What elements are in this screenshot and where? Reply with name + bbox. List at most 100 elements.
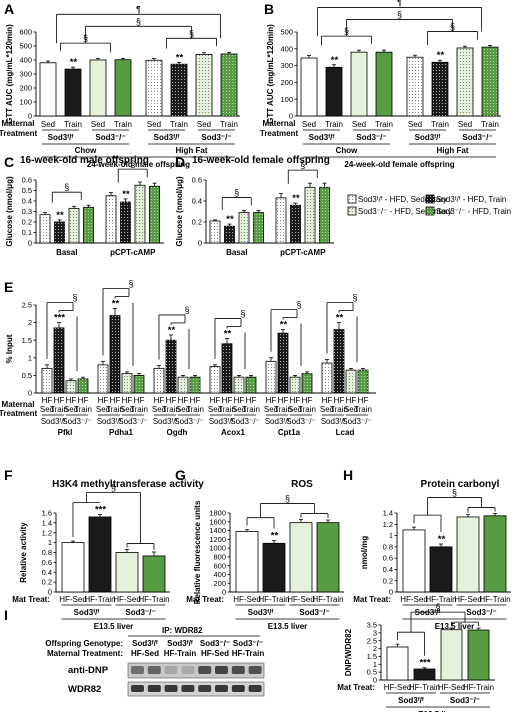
diet-label: HF: [302, 396, 313, 405]
category-label: HF-Sed: [113, 595, 141, 604]
chart-title: 24-week-old female offspring: [344, 160, 454, 169]
treatment-label: Train: [114, 120, 132, 129]
section-symbol: §: [285, 494, 290, 504]
bar: [467, 629, 490, 681]
bar: [483, 515, 507, 593]
y-tick-label: 400: [280, 44, 293, 53]
significance-stars: **: [331, 55, 339, 66]
y-axis-label: Glucose (nmol/μg): [5, 176, 14, 247]
diet-label: High Fat: [176, 146, 208, 155]
gene-label: Pfkl: [58, 428, 73, 437]
y-tick-label: 1.2: [42, 528, 52, 537]
bar-texture: [222, 343, 232, 393]
y-tick-label: 800: [213, 552, 226, 561]
genotype-label: Sod3⁻/⁻: [233, 639, 263, 648]
bar-texture: [120, 202, 131, 243]
y-tick-label: 1: [373, 660, 377, 669]
bar-texture: [78, 378, 88, 393]
diet-label: HF: [42, 396, 53, 405]
bar-texture: [221, 53, 237, 116]
genotype-label: Sod3⁻/⁻: [299, 608, 329, 617]
treatment-label: Sed: [208, 405, 222, 414]
section-symbol: §: [296, 300, 301, 310]
treatment-label: Sed: [320, 405, 334, 414]
significance-stars: **: [122, 189, 130, 200]
genotype-label: Sod3ᶠ/ᶠ: [74, 608, 100, 617]
row-label: Mat Treat:: [337, 683, 375, 692]
blot-band: [198, 666, 212, 674]
treatment-label: Train: [274, 405, 292, 414]
chart-title: ROS: [291, 479, 313, 490]
bar: [235, 531, 259, 593]
blot-band: [131, 666, 144, 674]
treatment-label: Sed: [352, 120, 366, 129]
genotype-label: Sod3ᶠ/ᶠ: [97, 417, 122, 426]
y-tick-label: 0.6: [42, 558, 52, 567]
blot-band: [181, 666, 195, 674]
bar: [115, 552, 139, 593]
bar-texture: [40, 214, 50, 243]
category-label: HF-Sed: [287, 595, 315, 604]
blot-band: [147, 666, 161, 674]
row-label: Maternal: [263, 119, 296, 128]
diet-label: HF: [166, 396, 177, 405]
category-label: HF-Train: [312, 595, 343, 604]
section-symbol: §: [136, 16, 141, 26]
genotype-label: Sod3⁻/⁻: [201, 133, 231, 142]
significance-stars: **: [336, 313, 344, 324]
y-tick-label: 0.2: [22, 218, 32, 227]
section-symbol: ¶: [397, 0, 402, 7]
y-axis-label: Glucose (nmol/μg): [175, 176, 184, 247]
blot-strip-wdr82: [127, 681, 265, 697]
category-label: HF-Train: [138, 595, 169, 604]
genotype-label: Sod3⁻/⁻: [342, 417, 371, 426]
y-tick-label: 0.5: [22, 186, 32, 195]
y-tick-label: 0: [198, 239, 202, 248]
y-tick-label: 1800: [209, 509, 226, 518]
bar-texture: [358, 370, 368, 393]
blot-band: [231, 685, 245, 692]
category-label: HF-Train: [425, 595, 456, 604]
bar-texture: [276, 197, 286, 243]
bar-texture: [305, 187, 315, 243]
treatment-label: Sed: [264, 405, 278, 414]
panel-label-f: F: [4, 467, 13, 483]
bar-texture: [171, 64, 187, 116]
genotype-label: Sod3ᶠ/ᶠ: [48, 133, 74, 142]
treatment-label: Sed: [152, 405, 166, 414]
bar-texture: [135, 185, 145, 243]
genotype-label: Sod3ᶠ/ᶠ: [415, 133, 441, 142]
row-label: Maternal Treatment:: [47, 649, 123, 658]
row-label: Maternal: [2, 119, 35, 128]
genotype-label: Sod3ᶠ/ᶠ: [153, 417, 178, 426]
legend-label: Sod3ᶠ/ᶠ - HFD, Sedentary: [358, 195, 447, 204]
diet-label: HF: [154, 396, 165, 405]
y-tick-label: 0.8: [383, 542, 393, 551]
y-tick-label: 1600: [209, 517, 226, 526]
bar-texture: [190, 377, 200, 393]
treatment-label: Sed: [344, 405, 358, 414]
bar-texture: [210, 220, 220, 243]
category-label: HF-Sed: [454, 595, 482, 604]
blot-band: [147, 685, 161, 692]
significance-stars: **: [226, 214, 234, 225]
blot-band: [198, 685, 212, 692]
genotype-label: Sod3⁻/⁻: [466, 608, 496, 617]
y-axis-label: Relative activity: [19, 522, 28, 583]
y-tick-label: 0.2: [383, 576, 393, 585]
section-symbol: §: [111, 482, 116, 492]
bar: [61, 542, 85, 593]
diet-label: HF: [346, 396, 357, 405]
bar: [39, 62, 57, 117]
bar: [456, 516, 480, 593]
diet-label: HF: [134, 396, 145, 405]
y-tick-label: 0: [28, 239, 32, 248]
treatment-label: Train: [106, 405, 124, 414]
genotype-label: Sod3ᶠ/ᶠ: [209, 417, 234, 426]
bar-texture: [110, 315, 120, 393]
diet-label: HF: [110, 396, 121, 405]
significance-stars: **: [70, 57, 78, 68]
row-label: Treatment: [260, 129, 299, 138]
treatment-label: Train: [242, 405, 260, 414]
